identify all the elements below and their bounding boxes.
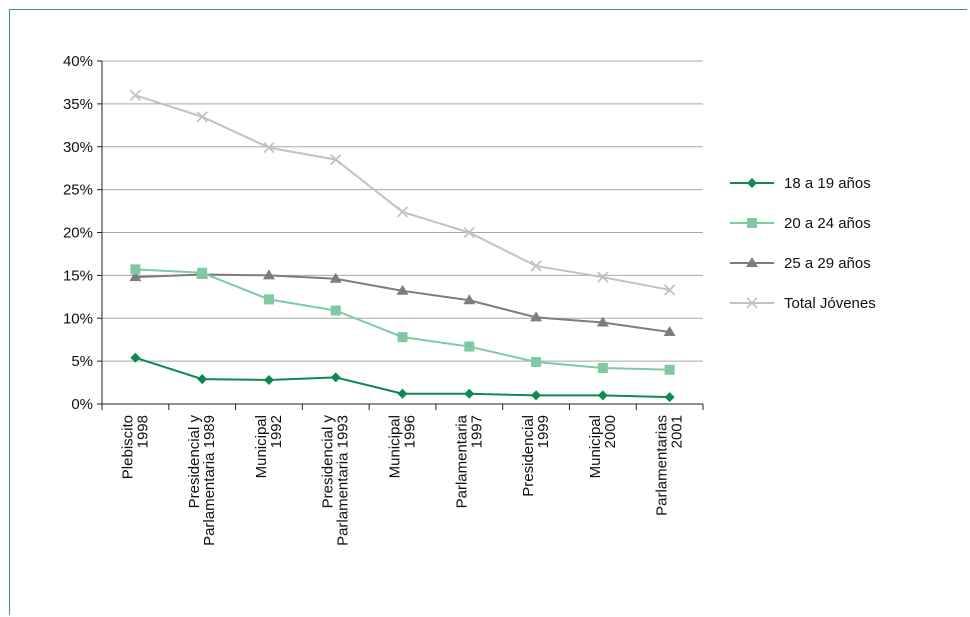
data-point (463, 226, 475, 239)
x-tick-label-line: 1996 (402, 415, 419, 448)
x-tick-label-line: Parlamentarias (654, 415, 671, 516)
data-point (263, 294, 274, 305)
x-tick-label-line: Municipal (253, 415, 270, 478)
series-2 (130, 264, 675, 375)
data-point (196, 111, 208, 123)
y-tick-label: 25% (63, 182, 93, 199)
data-point (330, 372, 341, 383)
data-point (130, 352, 141, 363)
data-point (663, 325, 676, 336)
x-tick-label-line: Parlamentaria 1993 (335, 415, 352, 546)
data-point (464, 388, 475, 399)
legend-label: 18 a 19 años (784, 175, 871, 192)
x-tick-label-line: 2001 (669, 415, 686, 448)
legend-label: 20 a 24 años (784, 215, 871, 232)
x-tick-label-line: 1999 (535, 415, 552, 448)
data-point (597, 390, 608, 401)
x-tick-label-line: 1997 (468, 415, 485, 448)
y-tick-label: 20% (63, 225, 93, 242)
y-tick-label: 0% (71, 396, 93, 413)
data-point (329, 272, 342, 283)
legend-label: Total Jóvenes (784, 295, 876, 312)
series-group (129, 89, 676, 403)
data-point (531, 390, 542, 401)
series-1 (130, 352, 675, 403)
y-tick-label: 30% (63, 139, 93, 156)
legend-entry: Total Jóvenes (730, 295, 876, 312)
data-point (396, 206, 409, 218)
data-point (197, 267, 208, 278)
legend-marker (746, 257, 758, 267)
data-point (129, 271, 142, 282)
series-line (135, 94, 670, 291)
data-point (396, 284, 409, 295)
data-point (463, 294, 476, 305)
data-point (330, 305, 341, 316)
y-tick-labels: 0% 5% 10% 15% 20% 25% 30% 35% 40% (63, 53, 93, 413)
x-tick-label-line: 1992 (268, 415, 285, 448)
legend-entry: 20 a 24 años (730, 215, 871, 232)
data-point (464, 341, 475, 352)
x-tick-label-line: 2000 (602, 415, 619, 448)
x-tick-label-line: Municipal (587, 415, 604, 478)
data-point (330, 153, 342, 166)
data-point (596, 316, 609, 327)
data-point (397, 388, 408, 399)
data-point (530, 311, 543, 322)
x-tick-label-line: Municipal (387, 415, 404, 478)
y-tick-label: 10% (63, 310, 93, 327)
data-point (263, 374, 274, 385)
legend-marker (746, 297, 758, 309)
y-tick-label: 40% (63, 53, 93, 70)
legend-marker (747, 178, 757, 188)
legend-entry: 18 a 19 años (730, 175, 871, 192)
data-point (597, 362, 608, 373)
data-point (397, 332, 408, 343)
data-point (664, 364, 675, 375)
chart-frame (9, 9, 967, 615)
data-point (597, 271, 609, 283)
series-4 (129, 89, 676, 296)
data-point (664, 392, 675, 403)
legend-entry: 25 a 29 años (730, 255, 871, 272)
legend-label: 25 a 29 años (784, 255, 871, 272)
legend: 18 a 19 años 20 a 24 años 25 a 29 años Tota… (730, 175, 876, 312)
data-point (129, 89, 142, 101)
x-tick-label-line: Parlamentaria (453, 414, 470, 508)
data-point (262, 269, 275, 280)
data-point (130, 264, 141, 275)
y-tick-label: 5% (71, 353, 93, 370)
series-3 (129, 268, 676, 336)
x-tick-label-line: Presidencial y (186, 415, 203, 509)
data-point (263, 141, 275, 154)
x-tick-label-line: Parlamentaria 1989 (201, 415, 218, 546)
series-line (135, 273, 670, 333)
y-tick-label: 15% (63, 267, 93, 284)
axes (97, 60, 704, 410)
grid-lines (102, 60, 703, 362)
x-tick-label-line: Presidencial (520, 415, 537, 497)
series-line (135, 268, 670, 371)
x-tick-label-line: Plebiscito (119, 415, 136, 479)
x-tick-label-line: 1998 (134, 415, 151, 448)
data-point (663, 284, 676, 296)
x-tick-label-line: Presidencial y (320, 415, 337, 509)
y-tick-label: 35% (63, 96, 93, 113)
data-point (531, 356, 542, 367)
legend-marker (747, 218, 757, 228)
data-point (530, 260, 542, 272)
data-point (197, 374, 208, 385)
